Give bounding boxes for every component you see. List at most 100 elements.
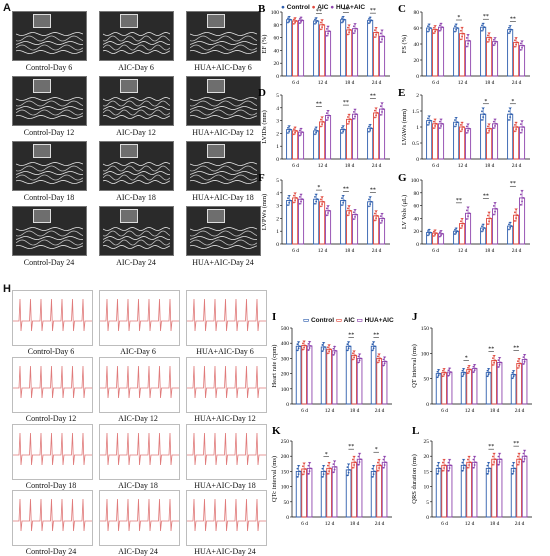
data-point: [449, 464, 452, 467]
sig-marker: **: [343, 100, 349, 106]
data-point: [379, 357, 382, 360]
bar: [480, 227, 487, 245]
data-point: [486, 464, 489, 467]
bar: [459, 223, 466, 245]
data-point: [322, 120, 325, 123]
data-point: [332, 471, 335, 474]
data-point: [442, 369, 444, 372]
data-point: [300, 20, 302, 23]
data-point: [489, 36, 492, 39]
data-point: [342, 125, 345, 128]
data-point: [342, 194, 345, 197]
echo-wall-line: [190, 165, 257, 172]
bar: [319, 121, 326, 160]
ecg-label: Control-Day 12: [25, 414, 77, 423]
echo-wall-line: [190, 171, 257, 175]
data-point: [461, 369, 464, 372]
y-tick-label: 200: [281, 454, 290, 460]
data-point: [354, 115, 356, 118]
data-point: [508, 32, 510, 35]
data-point: [498, 452, 501, 455]
data-point: [327, 25, 329, 28]
data-point: [438, 127, 441, 130]
data-point: [287, 126, 289, 129]
data-point: [436, 376, 439, 379]
data-point: [448, 373, 451, 375]
data-point: [518, 364, 520, 367]
y-tick-label: 80: [414, 191, 420, 197]
echo-wall-line: [16, 100, 83, 107]
data-point: [378, 467, 380, 469]
ecg-line: [13, 432, 92, 466]
data-point: [298, 195, 301, 198]
y-tick-label: 2: [276, 131, 279, 137]
y-axis-label: QRS duration (ms): [411, 454, 418, 503]
x-tick-label: 18 d: [345, 80, 355, 86]
data-point: [444, 371, 447, 374]
bar: [432, 29, 439, 77]
data-point: [515, 43, 517, 46]
data-point: [346, 474, 349, 477]
data-point: [447, 469, 450, 472]
legend-bottom: ▭ Control ▭ AIC ▭ HUA+AIC: [303, 316, 394, 324]
bar: [376, 464, 382, 518]
echo-image: [99, 206, 174, 256]
panel-letter: I: [272, 311, 276, 323]
data-point: [428, 121, 431, 124]
data-point: [460, 38, 462, 41]
y-tick-label: 0: [416, 74, 419, 80]
echo-mmode-trace: [16, 32, 83, 54]
data-point: [332, 354, 335, 356]
data-point: [322, 348, 325, 350]
x-tick-label: 12 d: [325, 521, 335, 527]
y-tick-label: 1.5: [412, 109, 419, 115]
data-point: [461, 35, 463, 38]
x-tick-label: 24 d: [372, 163, 382, 169]
data-point: [377, 469, 379, 472]
data-point: [352, 117, 355, 120]
data-point: [381, 219, 383, 222]
data-point: [347, 341, 350, 344]
echo-wall-line: [16, 35, 83, 42]
echo-image: [186, 141, 261, 191]
x-tick-label: 12 d: [465, 521, 475, 527]
data-point: [353, 464, 355, 466]
data-point: [441, 122, 444, 125]
bar: [426, 27, 433, 77]
echo-wall-line: [103, 50, 170, 54]
bar: [519, 197, 526, 245]
data-point: [303, 470, 305, 473]
data-point: [321, 19, 323, 22]
data-point: [438, 231, 441, 234]
data-point: [334, 465, 337, 468]
ecg-trace-image: [12, 490, 93, 546]
x-tick-label: 18 d: [350, 521, 360, 527]
echo-wall-line: [16, 174, 83, 181]
data-point: [328, 350, 330, 353]
data-point: [378, 458, 380, 461]
ecg-label: AIC-Day 24: [118, 547, 158, 556]
data-point: [449, 371, 452, 373]
echo-image: [12, 76, 87, 126]
data-point: [461, 128, 463, 131]
data-point: [482, 22, 485, 25]
bar: [471, 461, 478, 518]
ecg-trace-image: [99, 290, 180, 346]
bar: [292, 20, 299, 77]
data-point: [516, 41, 519, 44]
echo-inset: [33, 144, 51, 158]
data-point: [368, 130, 370, 133]
data-point: [294, 21, 296, 24]
data-point: [519, 362, 522, 365]
data-point: [462, 32, 465, 35]
data-point: [314, 128, 316, 131]
bar: [351, 354, 357, 405]
data-point: [492, 364, 494, 366]
data-point: [328, 30, 331, 33]
sig-marker: **: [348, 444, 354, 450]
data-point: [456, 27, 459, 29]
echo-wall-line: [190, 239, 257, 246]
data-point: [495, 122, 498, 125]
ecg-line: [13, 365, 92, 399]
